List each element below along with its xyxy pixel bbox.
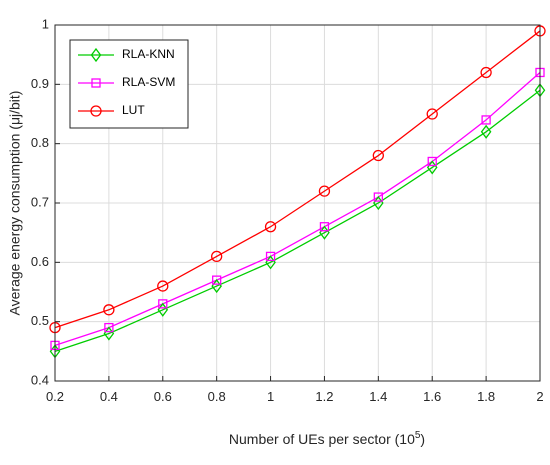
x-tick-label: 0.6 (154, 389, 172, 404)
y-axis-label: Average energy consumption (μj/bit) (7, 91, 23, 316)
legend-marker-rla-knn (90, 47, 102, 63)
x-tick-label: 1.6 (423, 389, 441, 404)
legend-marker-lut (90, 105, 102, 117)
data-point-rla-svm (212, 275, 222, 285)
data-point-rla-svm (373, 192, 383, 202)
data-point-rla-knn (480, 124, 492, 139)
data-point-lut (157, 280, 169, 292)
x-tick-label: 1.8 (477, 389, 495, 404)
data-point-rla-svm (319, 222, 330, 232)
x-tick-label: 1.2 (315, 389, 333, 404)
data-point-lut (318, 185, 331, 197)
y-tick-label: 0.6 (31, 254, 49, 269)
legend-label-lut: LUT (122, 103, 145, 117)
data-point-rla-svm (427, 156, 437, 167)
legend-marker-rla-svm (91, 78, 101, 88)
y-tick-label: 0.4 (31, 372, 49, 387)
series-line-rla-knn (54, 89, 541, 352)
data-point-lut (426, 108, 438, 120)
x-ticks: 0.2 0.4 0.6 0.8 1 1.2 1.4 1.6 1.8 2 (46, 376, 544, 404)
y-ticks: 0.4 0.5 0.6 0.7 0.8 0.9 1 (31, 16, 60, 387)
data-point-lut (211, 250, 223, 263)
x-axis-label: Number of UEs per sector (105) (229, 430, 425, 447)
y-tick-label: 0.8 (31, 135, 49, 150)
x-axis-label-exponent: 5 (415, 430, 421, 441)
data-point-lut (264, 221, 277, 233)
data-point-rla-svm (158, 299, 168, 309)
legend-label-rla-svm: RLA-SVM (122, 75, 175, 89)
x-axis-label-main: Number of UEs per sector (10 (229, 431, 415, 447)
x-tick-label: 0.4 (100, 389, 118, 404)
data-point-rla-svm (481, 115, 491, 125)
series-lines (54, 30, 541, 352)
series-line-rla-svm (54, 71, 541, 347)
series-line-lut (54, 30, 541, 329)
data-point-lut (372, 149, 384, 162)
data-point-lut (480, 66, 492, 79)
y-tick-label: 0.7 (31, 194, 49, 209)
x-tick-label: 0.8 (208, 389, 226, 404)
plot-frame (54, 24, 541, 382)
data-point-lut (103, 304, 115, 316)
legend-label-rla-knn: RLA-KNN (122, 47, 175, 61)
x-tick-label: 2 (536, 389, 543, 404)
x-tick-label: 1 (267, 389, 274, 404)
y-tick-label: 1 (42, 16, 49, 31)
y-tick-label: 0.9 (31, 76, 49, 91)
y-tick-label: 0.5 (31, 313, 49, 328)
x-tick-label: 0.2 (46, 389, 64, 404)
data-point-rla-svm (104, 322, 114, 333)
data-point-rla-svm (265, 251, 276, 262)
x-tick-label: 1.4 (369, 389, 387, 404)
legend: RLA-KNN RLA-SVM LUT (69, 39, 189, 129)
x-axis-label-close: ) (420, 431, 425, 447)
